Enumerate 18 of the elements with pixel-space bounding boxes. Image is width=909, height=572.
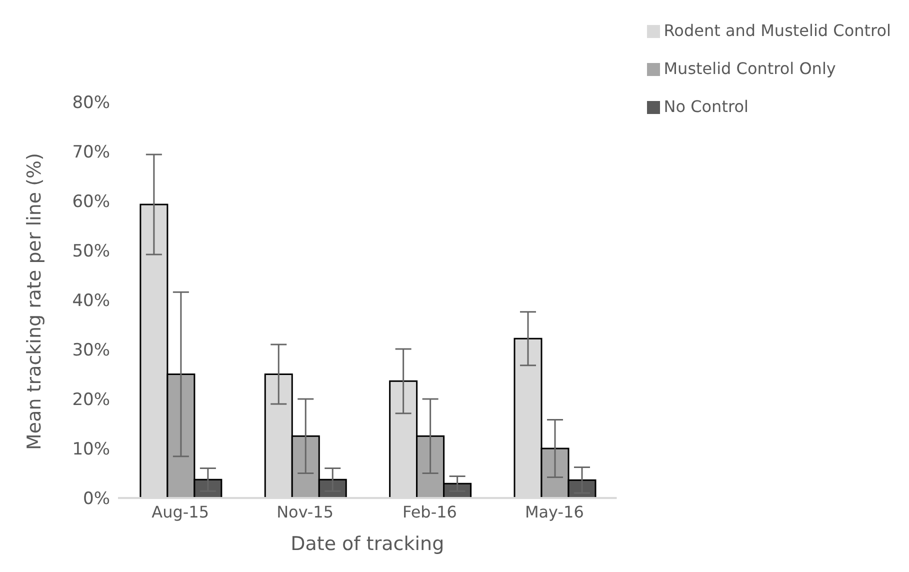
y-tick-label: 20% xyxy=(72,390,110,410)
y-axis-title: Mean tracking rate per line (%) xyxy=(24,152,46,450)
y-tick-label: 80% xyxy=(72,93,110,114)
legend-label: Mustelid Control Only xyxy=(664,59,836,78)
x-tick-label: May-16 xyxy=(524,502,584,522)
x-tick-label: Aug-15 xyxy=(152,502,210,522)
x-tick-label: Nov-15 xyxy=(276,502,334,522)
y-tick-label: 40% xyxy=(72,291,110,312)
y-tick-label: 0% xyxy=(83,489,110,510)
y-tick-label: 50% xyxy=(72,242,110,262)
y-tick-label: 10% xyxy=(72,440,110,460)
y-tick-label: 30% xyxy=(72,340,110,361)
x-tick-label: Feb-16 xyxy=(402,502,457,522)
legend-label: No Control xyxy=(664,97,748,116)
y-tick-label: 60% xyxy=(72,192,110,212)
legend-label: Rodent and Mustelid Control xyxy=(664,21,891,40)
y-tick-label: 70% xyxy=(72,142,110,163)
x-axis-title: Date of tracking xyxy=(290,533,444,555)
